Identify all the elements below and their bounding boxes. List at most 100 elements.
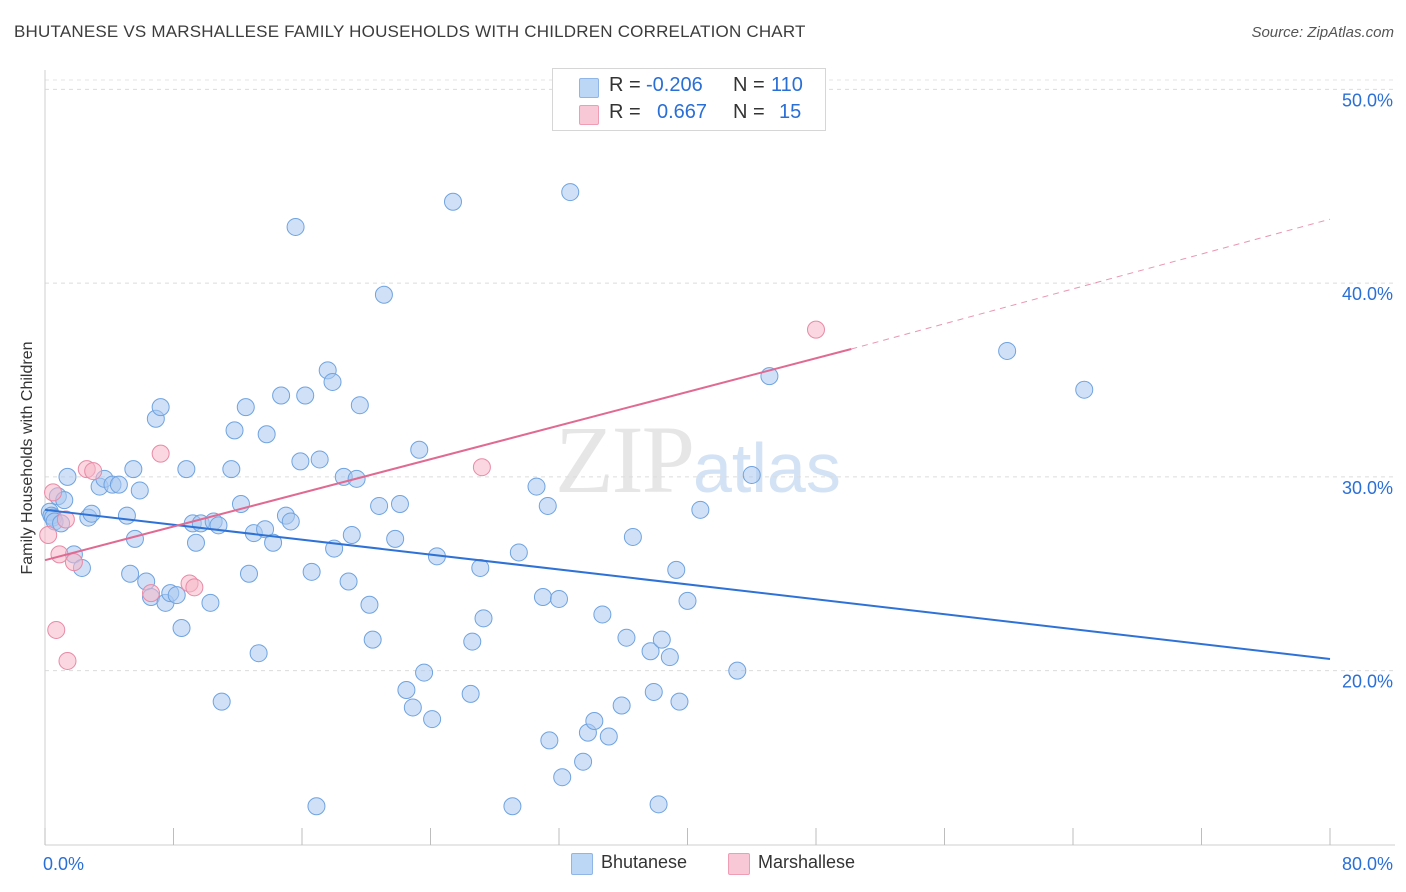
point-bhutanese	[370, 496, 389, 515]
point-bhutanese	[186, 533, 205, 552]
point-bhutanese	[236, 398, 255, 417]
x-tick-label: 80.0%	[1342, 854, 1393, 874]
point-bhutanese	[201, 593, 220, 612]
point-bhutanese	[574, 752, 593, 771]
point-bhutanese	[302, 562, 321, 581]
y-tick-label: 50.0%	[1342, 90, 1393, 110]
point-bhutanese	[257, 425, 276, 444]
point-bhutanese	[117, 506, 136, 525]
point-bhutanese	[403, 698, 422, 717]
point-bhutanese	[124, 460, 143, 479]
trendline-marshallese	[44, 348, 852, 562]
legend-label: Bhutanese	[601, 852, 688, 872]
point-marshallese	[47, 620, 66, 639]
point-bhutanese	[264, 533, 283, 552]
point-bhutanese	[691, 500, 710, 519]
point-bhutanese	[533, 588, 552, 606]
point-bhutanese	[998, 341, 1017, 360]
point-bhutanese	[397, 681, 416, 699]
stats-r-value: 0.667	[657, 101, 708, 123]
stats-row-bhutanese: R = -0.206 N = 110	[553, 74, 825, 100]
point-bhutanese	[281, 512, 300, 531]
point-bhutanese	[286, 217, 305, 236]
axes	[44, 70, 1395, 846]
point-marshallese	[151, 444, 170, 463]
point-bhutanese	[323, 372, 342, 391]
point-marshallese	[44, 483, 63, 502]
legend-label: Marshallese	[758, 852, 856, 872]
stats-n-label: N =	[733, 101, 765, 123]
point-bhutanese	[415, 663, 434, 682]
point-bhutanese	[58, 467, 77, 486]
point-bhutanese	[443, 192, 462, 211]
point-bhutanese	[172, 619, 191, 637]
point-bhutanese	[167, 586, 186, 605]
point-bhutanese	[649, 795, 668, 814]
point-bhutanese	[390, 495, 409, 513]
trendline-extension-marshallese	[851, 218, 1331, 350]
point-bhutanese	[339, 572, 358, 591]
source-credit: Source: ZipAtlas.com	[1251, 24, 1394, 41]
stats-row-marshallese: R = 0.667 N = 15	[553, 101, 825, 127]
point-bhutanese	[386, 529, 405, 548]
tick-labels: 20.0% 30.0% 40.0% 50.0% 0.0% 80.0%	[43, 90, 1393, 874]
point-marshallese	[185, 578, 204, 597]
stats-n-value: 110	[771, 74, 803, 96]
chart-title: BHUTANESE VS MARSHALLESE FAMILY HOUSEHOL…	[14, 22, 806, 41]
point-marshallese	[64, 553, 83, 572]
point-bhutanese	[742, 465, 761, 484]
point-marshallese	[58, 651, 77, 670]
point-bhutanese	[593, 605, 612, 624]
point-bhutanese	[527, 477, 546, 496]
point-bhutanese	[1075, 380, 1094, 399]
point-bhutanese	[410, 440, 429, 459]
point-bhutanese	[360, 595, 379, 614]
stats-r-label: R =	[609, 74, 641, 96]
point-bhutanese	[612, 696, 631, 715]
point-bhutanese	[678, 591, 697, 610]
point-marshallese	[39, 526, 58, 544]
x-tick-label: 0.0%	[43, 854, 84, 874]
point-bhutanese	[225, 421, 244, 440]
trend-lines	[44, 218, 1331, 660]
point-bhutanese	[623, 527, 642, 546]
point-bhutanese	[461, 684, 480, 703]
point-bhutanese	[177, 460, 196, 479]
point-bhutanese	[249, 644, 268, 663]
point-bhutanese	[310, 450, 329, 469]
stats-n-value: 15	[779, 101, 802, 123]
point-bhutanese	[256, 520, 275, 539]
point-bhutanese	[728, 661, 747, 680]
point-marshallese	[472, 458, 491, 477]
point-bhutanese	[641, 642, 660, 661]
legend-swatch-marshallese	[728, 853, 750, 875]
point-bhutanese	[121, 564, 140, 583]
watermark: ZIPatlas	[555, 404, 841, 515]
point-bhutanese	[509, 543, 528, 562]
point-marshallese	[807, 320, 825, 339]
point-bhutanese	[363, 630, 382, 649]
point-bhutanese	[667, 560, 686, 579]
point-bhutanese	[374, 285, 393, 304]
y-tick-label: 20.0%	[1342, 672, 1393, 692]
point-bhutanese	[538, 496, 557, 515]
point-marshallese	[56, 510, 75, 529]
point-bhutanese	[660, 648, 679, 667]
point-bhutanese	[423, 710, 442, 729]
stats-swatch-bhutanese	[579, 78, 599, 98]
point-bhutanese	[540, 731, 559, 750]
point-bhutanese	[503, 797, 522, 816]
point-bhutanese	[670, 692, 689, 711]
y-tick-label: 40.0%	[1342, 284, 1393, 304]
point-bhutanese	[585, 712, 604, 730]
data-points	[39, 183, 1094, 816]
point-bhutanese	[644, 682, 663, 701]
point-bhutanese	[151, 398, 170, 417]
point-bhutanese	[291, 452, 310, 471]
point-bhutanese	[463, 632, 482, 651]
point-bhutanese	[652, 630, 671, 649]
point-bhutanese	[617, 628, 636, 647]
stats-box: R = -0.206 N = 110 R = 0.667 N = 15	[552, 68, 826, 131]
point-bhutanese	[561, 183, 580, 202]
